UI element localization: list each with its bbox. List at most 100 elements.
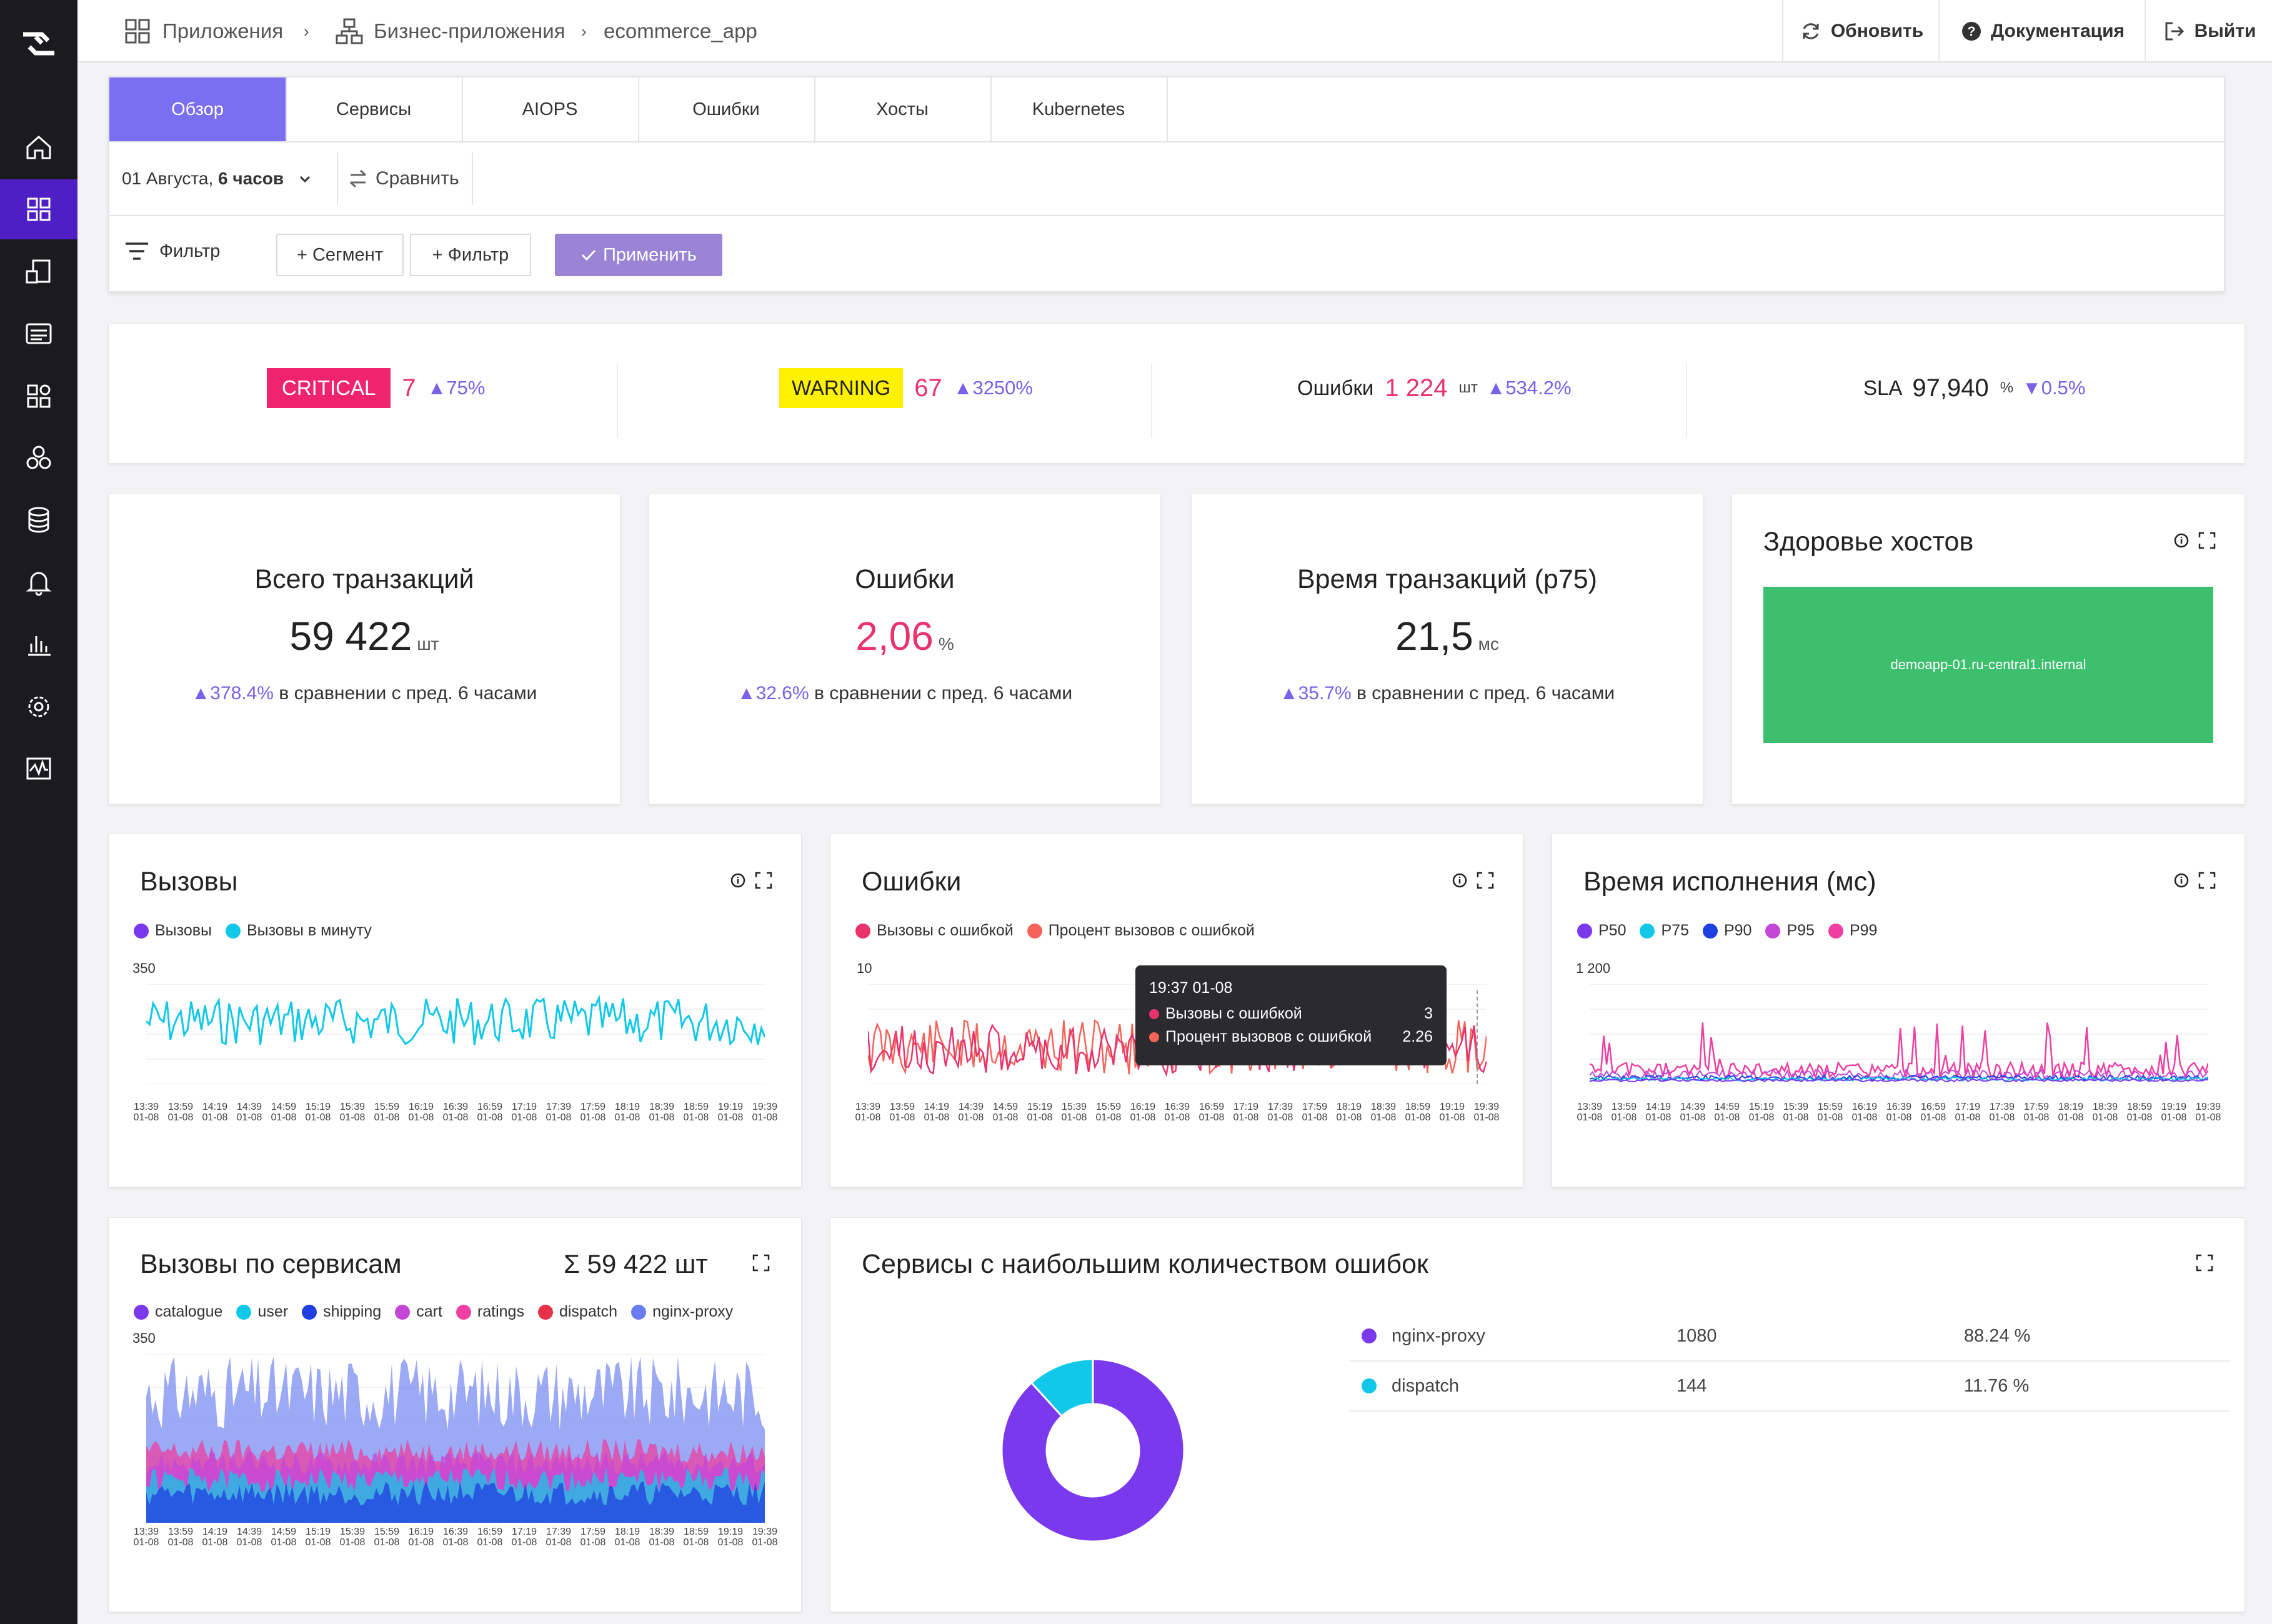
critical-status[interactable]: CRITICAL 7 ▲75% <box>267 368 485 408</box>
divider <box>1686 363 1687 438</box>
add-segment-button[interactable]: + Сегмент <box>276 234 404 276</box>
tab-services[interactable]: Сервисы <box>286 77 463 141</box>
legend-item[interactable]: P95 <box>1765 922 1815 940</box>
tab-aiops[interactable]: AIOPS <box>462 77 639 141</box>
hosts-title: Здоровье хостов <box>1763 527 1974 557</box>
expand-icon[interactable] <box>752 1254 770 1272</box>
legend-item[interactable]: shipping <box>302 1303 381 1321</box>
legend-item[interactable]: nginx-proxy <box>631 1303 733 1321</box>
x-tick-label: 15:19 01-08 <box>305 1527 331 1548</box>
expand-icon[interactable] <box>755 872 772 889</box>
nav-services[interactable] <box>0 428 77 488</box>
filter-toggle[interactable]: Фильтр <box>124 234 220 269</box>
breadcrumb-business[interactable]: Бизнес-приложения <box>335 0 566 62</box>
legend-item[interactable]: Процент вызовов с ошибкой <box>1027 922 1255 940</box>
expand-icon[interactable] <box>2196 1254 2213 1272</box>
host-tile[interactable]: demoapp-01.ru-central1.internal <box>1763 587 2213 743</box>
sla-delta-value: 0.5% <box>2041 377 2086 399</box>
errors-status[interactable]: Ошибки 1 224 шт ▲534.2% <box>1297 368 1572 408</box>
nav-monitoring[interactable] <box>0 739 77 799</box>
warning-delta-value: 3250% <box>972 377 1033 399</box>
docs-button[interactable]: ? Документация <box>1938 0 2146 62</box>
card-actions <box>2173 532 2216 549</box>
legend-item[interactable]: user <box>236 1303 288 1321</box>
calls-chart-title: Вызовы <box>140 867 238 897</box>
tooltip-row: Процент вызовов с ошибкой 2.26 <box>1149 1028 1433 1046</box>
legend-item[interactable]: catalogue <box>134 1303 222 1321</box>
info-icon[interactable] <box>730 872 746 889</box>
x-tick-label: 16:19 01-08 <box>408 1102 434 1123</box>
nav-devices[interactable] <box>0 242 77 302</box>
tab-kubernetes[interactable]: Kubernetes <box>990 77 1168 141</box>
legend-swatch <box>631 1304 647 1320</box>
tab-overview[interactable]: Обзор <box>109 77 287 141</box>
legend-item[interactable]: cart <box>395 1303 442 1321</box>
error-count: 1080 <box>1677 1325 1717 1346</box>
x-tick-label: 18:59 01-08 <box>2126 1102 2153 1123</box>
legend-swatch <box>537 1304 553 1320</box>
x-tick-label: 14:39 01-08 <box>236 1527 262 1548</box>
refresh-icon <box>1803 23 1819 39</box>
legend-item[interactable]: P99 <box>1828 922 1877 940</box>
legend-label: P95 <box>1786 922 1815 939</box>
x-tick-label: 15:59 01-08 <box>374 1102 400 1123</box>
legend-label: shipping <box>323 1303 382 1320</box>
x-tick-label: 14:59 01-08 <box>992 1102 1019 1123</box>
legend-item[interactable]: P75 <box>1640 922 1689 940</box>
kpi-value-number: 59 422 <box>289 614 412 659</box>
nav-alerts[interactable] <box>0 552 77 612</box>
timerange-select[interactable]: 01 Августа, 6 часов <box>122 142 312 215</box>
plot-area <box>146 1354 765 1523</box>
expand-icon[interactable] <box>2198 532 2216 549</box>
nav-modules[interactable] <box>0 366 77 426</box>
legend-item[interactable]: Вызовы <box>134 922 212 940</box>
nav-reports[interactable] <box>0 614 77 674</box>
legend-item[interactable]: Вызовы с ошибкой <box>855 922 1014 940</box>
tab-hosts[interactable]: Хосты <box>814 77 992 141</box>
legend-item[interactable]: ratings <box>456 1303 524 1321</box>
info-icon[interactable] <box>1452 872 1468 889</box>
nav-home[interactable] <box>0 117 77 177</box>
table-row[interactable]: nginx-proxy 1080 88.24 % <box>1349 1312 2230 1362</box>
x-tick-label: 15:39 01-08 <box>1783 1102 1809 1123</box>
refresh-button[interactable]: Обновить <box>1782 0 1940 62</box>
tab-errors[interactable]: Ошибки <box>638 77 815 141</box>
x-tick-label: 14:59 01-08 <box>271 1102 297 1123</box>
sla-status[interactable]: SLA 97,940 % ▼0.5% <box>1863 368 2085 408</box>
series-line <box>1590 1022 2208 1080</box>
legend-label: P90 <box>1723 922 1752 939</box>
x-tick-label: 18:39 01-08 <box>1370 1102 1397 1123</box>
logo[interactable] <box>0 12 77 75</box>
docs-label: Документация <box>1990 21 2125 41</box>
add-filter-button[interactable]: + Фильтр <box>410 234 531 276</box>
breadcrumb-apps[interactable]: Приложения <box>124 0 283 62</box>
warning-status[interactable]: WARNING 67 ▲3250% <box>779 368 1033 408</box>
table-row[interactable]: dispatch 144 11.76 % <box>1349 1362 2230 1412</box>
legend-item[interactable]: P90 <box>1702 922 1752 940</box>
chart-tooltip: 19:37 01-08 Вызовы с ошибкой 3 Процент вы… <box>1135 965 1447 1065</box>
x-axis: 13:39 01-08 13:59 01-08 14:19 01-08 14:39 0… <box>1577 1102 2221 1127</box>
info-icon[interactable] <box>2173 872 2190 889</box>
tabs-panel: Обзор Сервисы AIOPS Ошибки Хосты Kuberne… <box>108 76 2225 292</box>
legend-item[interactable]: dispatch <box>537 1303 617 1321</box>
legend-item[interactable]: P50 <box>1577 922 1626 940</box>
legend-swatch <box>302 1304 317 1320</box>
legend-swatch <box>1362 1378 1377 1393</box>
card-actions <box>730 872 772 889</box>
logout-button[interactable]: Выйти <box>2145 0 2272 62</box>
info-icon[interactable] <box>2173 532 2190 549</box>
expand-icon[interactable] <box>2198 872 2216 889</box>
divider <box>617 363 618 438</box>
nav-logs[interactable] <box>0 304 77 364</box>
x-tick-label: 16:19 01-08 <box>1851 1102 1878 1123</box>
legend-item[interactable]: Вызовы в минуту <box>225 922 372 940</box>
compare-button[interactable]: Сравнить <box>347 142 459 215</box>
check-icon <box>582 249 596 261</box>
y-axis-max: 1 200 <box>1576 960 1611 976</box>
nav-settings[interactable] <box>0 677 77 737</box>
apply-button[interactable]: Применить <box>555 234 722 276</box>
expand-icon[interactable] <box>1477 872 1494 889</box>
nav-database[interactable] <box>0 490 77 550</box>
x-axis: 13:39 01-08 13:59 01-08 14:19 01-08 14:39 0… <box>855 1102 1500 1127</box>
nav-applications[interactable] <box>0 179 77 239</box>
